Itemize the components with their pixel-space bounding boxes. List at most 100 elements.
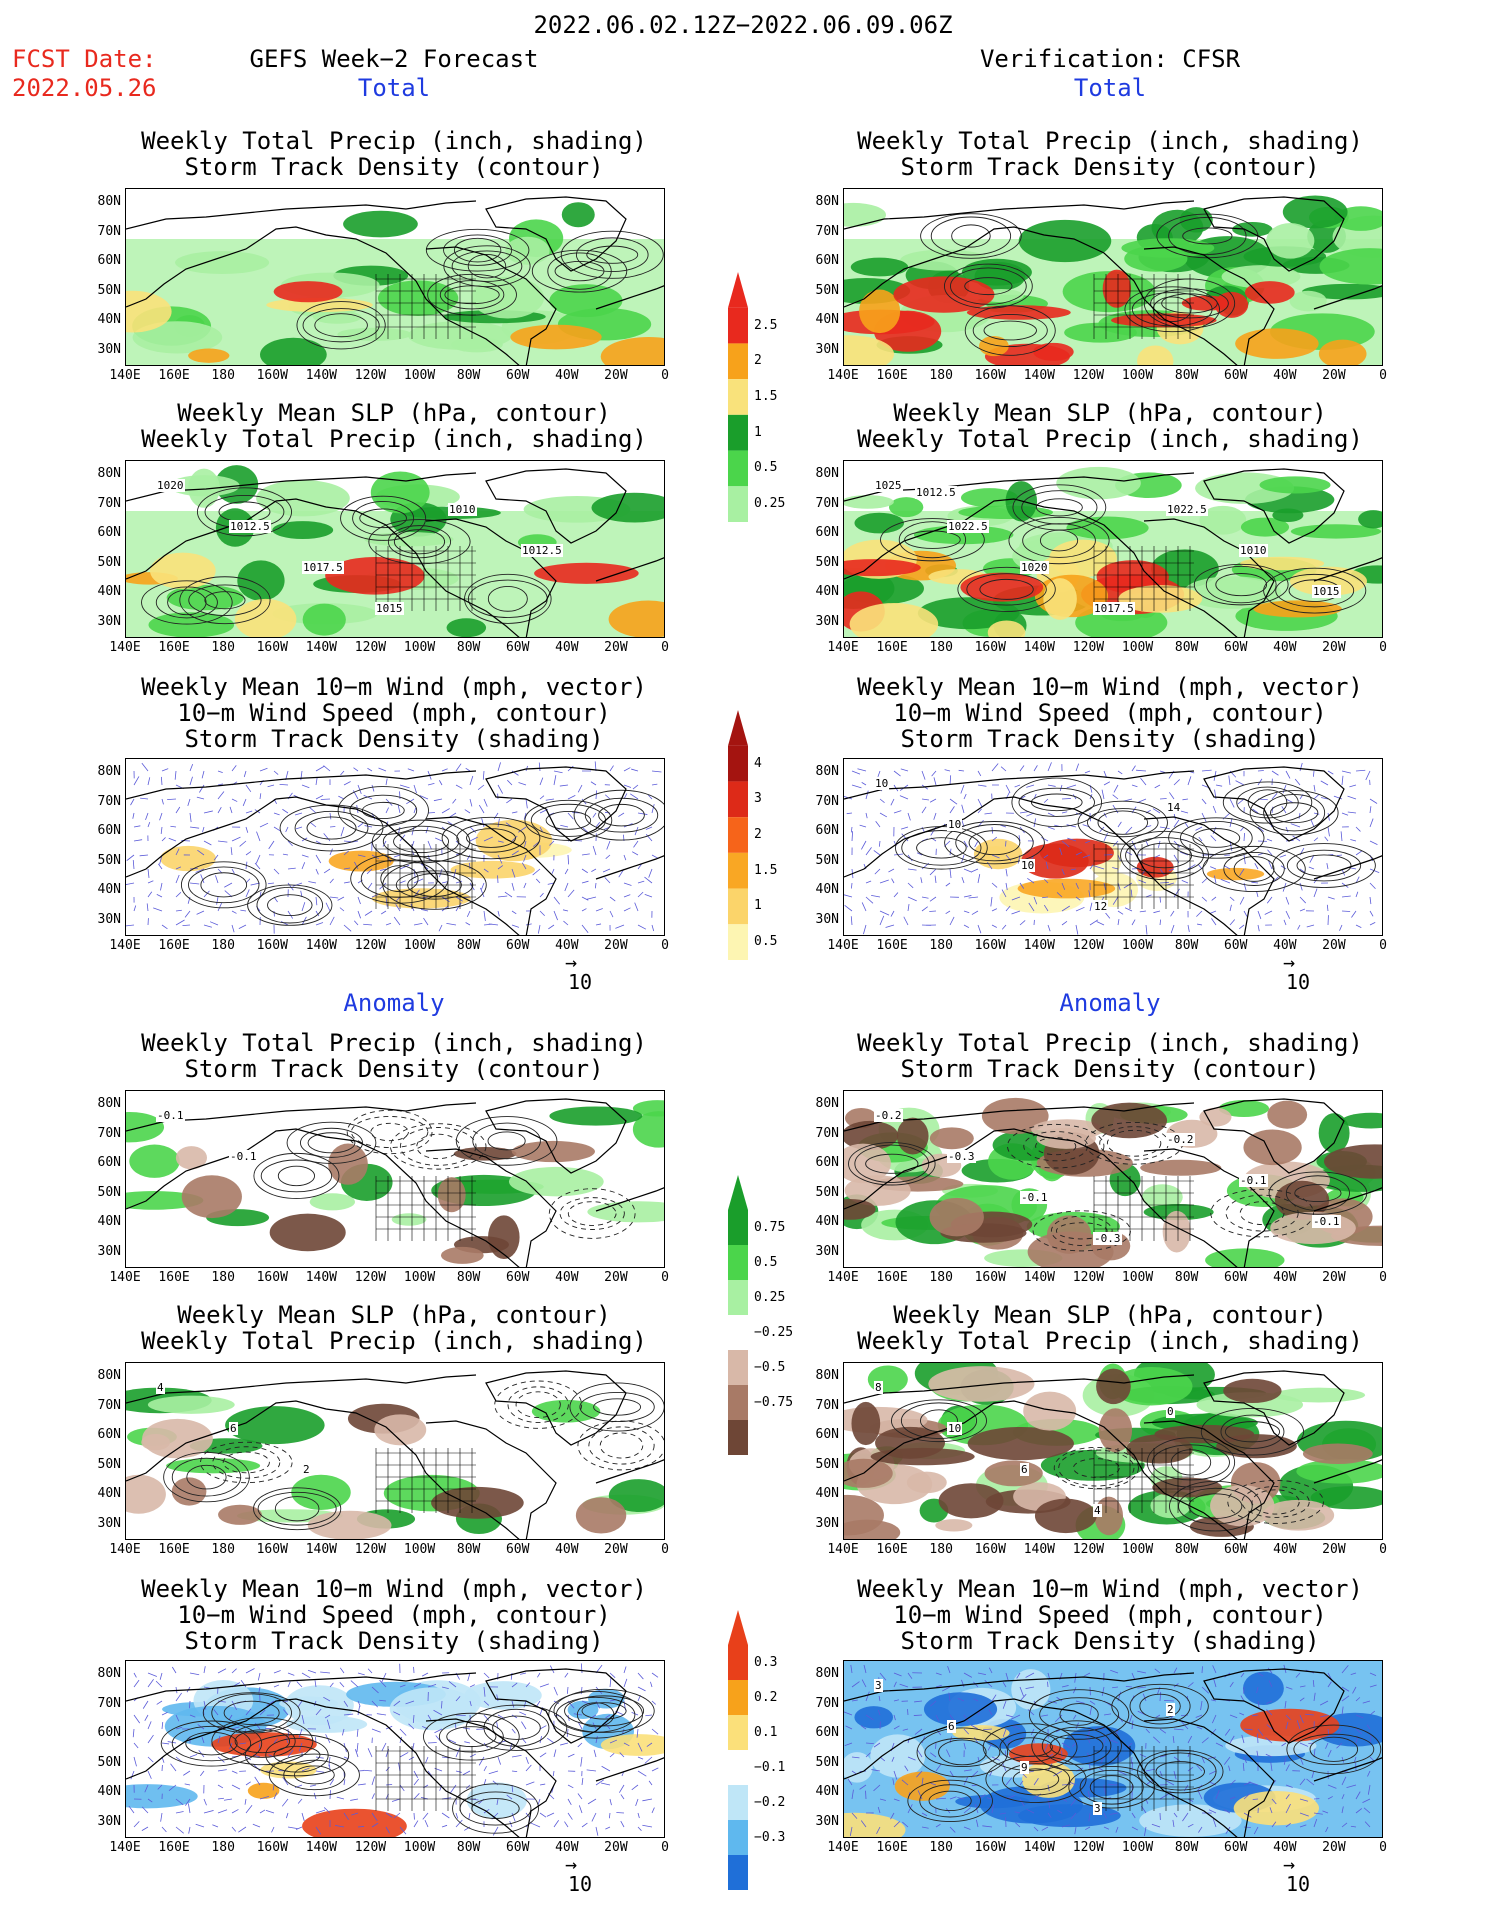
wind-vector	[580, 1686, 583, 1695]
wind-vector	[1019, 1686, 1024, 1697]
wind-vector	[511, 924, 520, 928]
colorbar-bottom-cap	[728, 504, 748, 522]
wind-vector	[1312, 770, 1315, 777]
coastline	[126, 1400, 520, 1539]
heavy-precip-shade	[1043, 578, 1077, 620]
wind-vector	[1201, 896, 1207, 902]
wind-vector	[1131, 1720, 1134, 1730]
contour-line	[359, 508, 407, 529]
contour-line	[999, 1731, 1061, 1763]
contour-line	[577, 1420, 664, 1471]
wind-vector	[1215, 1742, 1224, 1747]
wind-vector	[391, 1798, 401, 1802]
longitude-tick-label: 100W	[403, 1542, 436, 1557]
wind-vector	[371, 894, 379, 898]
gefs-precip-track-anomaly-map: -0.1 -0.1	[125, 1090, 665, 1268]
contour-line	[441, 816, 541, 860]
latitude-tick-label: 70N	[97, 1695, 121, 1711]
wind-vector	[878, 1695, 881, 1702]
latitude-tick-label: 40N	[815, 1214, 839, 1229]
coastline	[425, 1420, 557, 1539]
wind-vector	[916, 852, 923, 856]
wind-vector	[1207, 1756, 1217, 1759]
latitude-tick-label: 70N	[97, 1125, 121, 1141]
longitude-tick-label: 60W	[505, 938, 530, 953]
wind-vector	[511, 1770, 518, 1773]
coastline	[1313, 1459, 1382, 1484]
contour-line	[515, 1391, 561, 1418]
wind-vector	[397, 804, 401, 814]
wind-vector	[217, 807, 222, 814]
wind-vector	[1201, 1756, 1205, 1764]
contour-line	[1008, 516, 1110, 565]
latitude-tick-label: 80N	[97, 194, 121, 209]
contour-line	[916, 837, 967, 859]
wind-vector	[877, 770, 881, 778]
wind-vector	[553, 775, 557, 786]
contour-line	[314, 313, 368, 338]
wind-vector	[893, 1770, 898, 1780]
wind-vector	[865, 880, 872, 884]
wind-vector	[1112, 896, 1119, 905]
longitude-tick-label: 20W	[604, 1542, 628, 1557]
wind-vector	[879, 798, 885, 803]
contour-line	[573, 789, 664, 841]
precip-shade	[343, 210, 418, 238]
wind-vector	[147, 1678, 154, 1688]
wind-vector	[343, 781, 351, 786]
contour-line	[1249, 790, 1339, 836]
colorbar-label: 0.3	[754, 1654, 778, 1670]
dry-anomaly-shade	[851, 1401, 881, 1446]
wind-vector	[393, 854, 401, 858]
longitude-tick-label: 140W	[305, 368, 338, 383]
wind-vector	[1170, 910, 1175, 917]
wind-vector	[1005, 868, 1008, 877]
wind-vector	[1152, 808, 1161, 814]
wind-vector	[217, 1769, 227, 1772]
wind-vector	[160, 776, 163, 786]
wind-vector	[301, 862, 306, 870]
wind-vector	[203, 890, 210, 898]
longitude-tick-label: 160W	[974, 1270, 1006, 1285]
wind-vector	[1267, 849, 1273, 856]
wind-vector	[567, 812, 574, 820]
track-anomaly-pos-shade	[1022, 1761, 1075, 1798]
contour-line	[472, 1122, 541, 1160]
wind-vector	[1155, 1714, 1161, 1718]
wind-vector	[1229, 896, 1235, 901]
wind-vector	[1229, 919, 1236, 926]
wind-vector	[921, 1777, 924, 1786]
wind-vector	[539, 1725, 547, 1730]
wind-vector	[371, 1812, 378, 1822]
longitude-tick-label: 120W	[1072, 1270, 1105, 1285]
wind-vector	[524, 840, 527, 848]
colorbar-segment	[728, 888, 748, 925]
contour-line	[1023, 1131, 1089, 1162]
contour-line	[306, 816, 357, 840]
latitude-tick-label: 70N	[97, 1397, 121, 1413]
wind-vector	[357, 1783, 366, 1786]
contour-line	[1111, 1683, 1209, 1729]
wind-vector	[553, 910, 558, 921]
contour-line	[1168, 216, 1247, 255]
latitude-tick-label: 50N	[815, 554, 839, 570]
dry-anomaly-shade	[981, 1097, 1049, 1135]
wind-vector	[1153, 1736, 1161, 1744]
contour-line	[160, 1720, 263, 1767]
wind-vector	[1117, 910, 1124, 915]
contour-line	[346, 1109, 433, 1155]
wind-vector	[399, 1784, 405, 1792]
wind-vector	[1220, 879, 1231, 884]
contour-line	[1188, 1493, 1243, 1519]
wind-vector	[1056, 892, 1063, 898]
contour-line	[530, 803, 606, 837]
wind-vector	[1089, 919, 1099, 926]
wind-vector	[343, 1779, 346, 1786]
contour-line	[257, 1491, 337, 1526]
wind-vector	[608, 1812, 611, 1819]
wind-vector	[1211, 1714, 1217, 1724]
longitude-tick-label: 0	[661, 938, 669, 953]
latitude-tick-label: 40N	[97, 1486, 121, 1501]
wind-vector	[287, 1826, 298, 1830]
wind-vector	[1154, 854, 1161, 858]
